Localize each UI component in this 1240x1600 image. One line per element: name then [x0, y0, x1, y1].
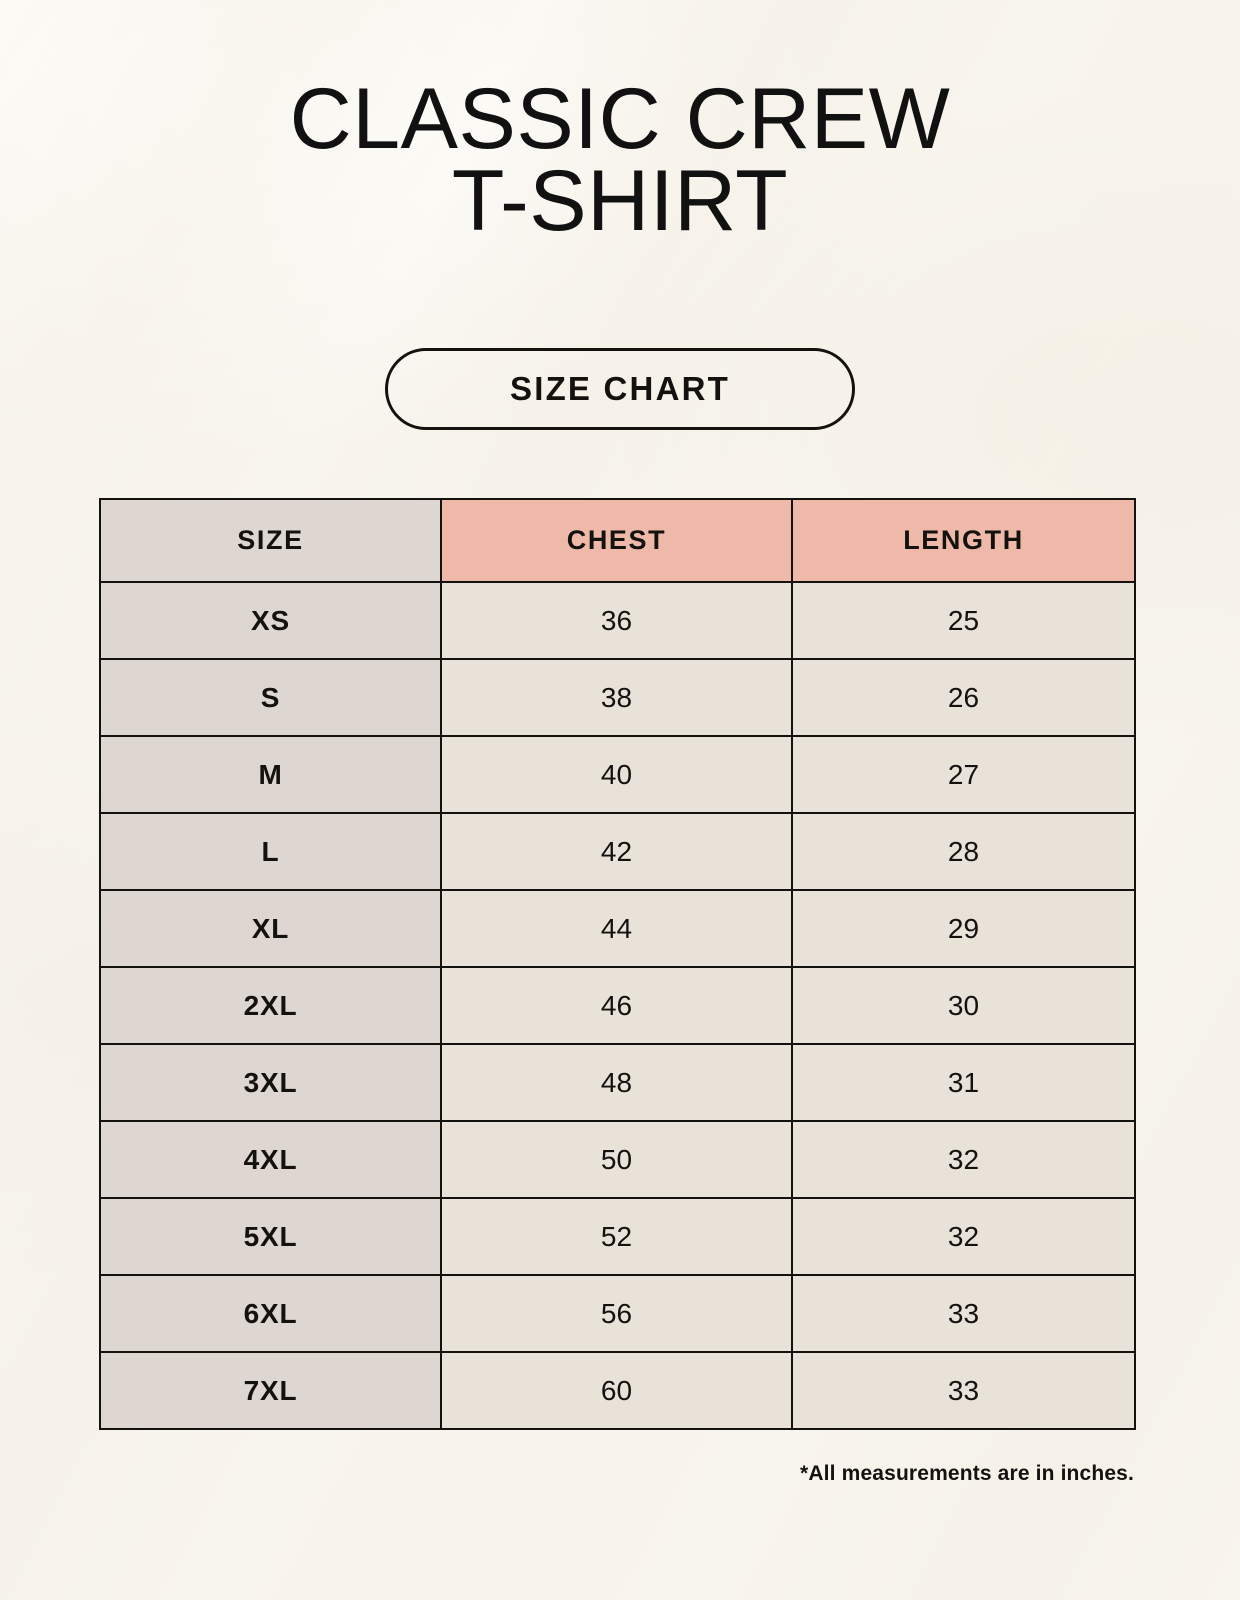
size-table-container: SIZE CHEST LENGTH XS 36 25 S 38 26 M 40 27 L 42 28 X…	[99, 498, 1136, 1430]
table-row: 3XL 48 31	[99, 1043, 1136, 1122]
cell-chest: 44	[440, 889, 793, 968]
table-row: XL 44 29	[99, 889, 1136, 968]
cell-size: 3XL	[99, 1043, 442, 1122]
column-header-chest: CHEST	[440, 498, 793, 583]
cell-length: 32	[791, 1120, 1136, 1199]
cell-length: 33	[791, 1274, 1136, 1353]
column-header-length: LENGTH	[791, 498, 1136, 583]
size-chart-badge-label: SIZE CHART	[510, 370, 730, 407]
size-table-body: XS 36 25 S 38 26 M 40 27 L 42 28 XL 44 29 2XL 46 30 3XL 48 3…	[99, 581, 1136, 1430]
cell-length: 27	[791, 735, 1136, 814]
cell-size: XS	[99, 581, 442, 660]
cell-chest: 46	[440, 966, 793, 1045]
size-table-header: SIZE CHEST LENGTH	[99, 498, 1136, 583]
cell-size: 7XL	[99, 1351, 442, 1430]
page-title: CLASSIC CREW T-SHIRT	[0, 71, 1240, 249]
cell-chest: 42	[440, 812, 793, 891]
cell-chest: 52	[440, 1197, 793, 1276]
cell-length: 26	[791, 658, 1136, 737]
cell-length: 28	[791, 812, 1136, 891]
cell-chest: 56	[440, 1274, 793, 1353]
cell-size: L	[99, 812, 442, 891]
table-row: 6XL 56 33	[99, 1274, 1136, 1353]
page-title-line-1: CLASSIC CREW	[289, 71, 951, 167]
table-row: 7XL 60 33	[99, 1351, 1136, 1430]
cell-chest: 50	[440, 1120, 793, 1199]
cell-length: 33	[791, 1351, 1136, 1430]
table-row: 5XL 52 32	[99, 1197, 1136, 1276]
table-row: 2XL 46 30	[99, 966, 1136, 1045]
cell-length: 31	[791, 1043, 1136, 1122]
size-chart-badge: SIZE CHART	[385, 348, 855, 430]
cell-chest: 60	[440, 1351, 793, 1430]
cell-length: 29	[791, 889, 1136, 968]
page-title-line-2: T-SHIRT	[451, 153, 789, 249]
cell-length: 32	[791, 1197, 1136, 1276]
cell-size: 2XL	[99, 966, 442, 1045]
table-row: L 42 28	[99, 812, 1136, 891]
cell-size: 4XL	[99, 1120, 442, 1199]
table-header-row: SIZE CHEST LENGTH	[99, 498, 1136, 583]
cell-size: M	[99, 735, 442, 814]
cell-size: 6XL	[99, 1274, 442, 1353]
cell-size: 5XL	[99, 1197, 442, 1276]
cell-size: S	[99, 658, 442, 737]
cell-length: 30	[791, 966, 1136, 1045]
measurements-footnote: *All measurements are in inches.	[800, 1462, 1134, 1485]
cell-chest: 38	[440, 658, 793, 737]
cell-chest: 36	[440, 581, 793, 660]
column-header-size: SIZE	[99, 498, 442, 583]
cell-length: 25	[791, 581, 1136, 660]
table-row: XS 36 25	[99, 581, 1136, 660]
table-row: S 38 26	[99, 658, 1136, 737]
cell-size: XL	[99, 889, 442, 968]
size-table: SIZE CHEST LENGTH XS 36 25 S 38 26 M 40 27 L 42 28 X…	[99, 498, 1136, 1430]
cell-chest: 48	[440, 1043, 793, 1122]
table-row: M 40 27	[99, 735, 1136, 814]
cell-chest: 40	[440, 735, 793, 814]
table-row: 4XL 50 32	[99, 1120, 1136, 1199]
